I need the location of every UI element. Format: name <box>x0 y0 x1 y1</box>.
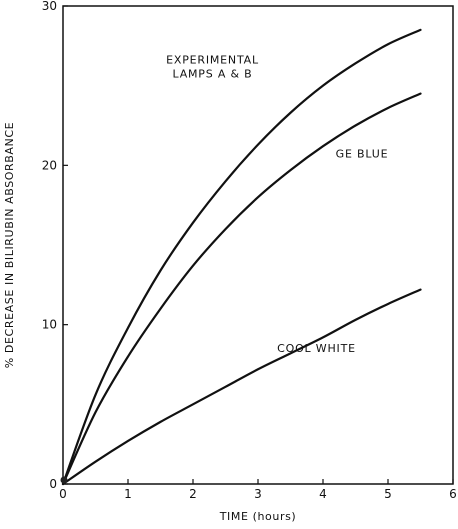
x-tick-label-5: 5 <box>384 487 392 501</box>
curve-annotation-2: COOL WHITE <box>277 342 356 355</box>
axis-ticks: 0 1 2 3 4 5 6 0 10 20 30 <box>42 0 457 501</box>
plot-frame <box>62 5 454 485</box>
x-tick-label-4: 4 <box>319 487 327 501</box>
y-tick-label-0: 0 <box>49 477 57 491</box>
y-tick-label-2: 20 <box>42 158 57 172</box>
x-tick-label-1: 1 <box>124 487 132 501</box>
x-tick-label-2: 2 <box>189 487 197 501</box>
x-tick-label-6: 6 <box>449 487 457 501</box>
series-line-2 <box>61 288 422 486</box>
origin-marker <box>60 476 68 484</box>
curve-annotation-0-line-1: LAMPS A & B <box>173 67 253 80</box>
x-tick-label-3: 3 <box>254 487 262 501</box>
curve-annotation-0: EXPERIMENTAL LAMPS A & B <box>166 53 259 80</box>
series-line-0 <box>61 28 422 486</box>
y-axis-title: % DECREASE IN BILIRUBIN ABSORBANCE <box>3 122 16 368</box>
curve-annotation-0-line-0: EXPERIMENTAL <box>166 53 259 66</box>
curve-annotation-2-line-0: COOL WHITE <box>277 342 356 355</box>
y-tick-label-1: 10 <box>42 318 57 332</box>
y-tick-label-3: 30 <box>42 0 57 13</box>
curve-annotation-1-line-0: GE BLUE <box>336 147 389 160</box>
series-line-1 <box>61 92 422 486</box>
series-lines <box>60 28 422 486</box>
x-axis-title: TIME (hours) <box>219 510 297 523</box>
curve-annotations: EXPERIMENTAL LAMPS A & B GE BLUE COOL WHITE <box>166 53 389 355</box>
x-tick-label-0: 0 <box>59 487 67 501</box>
curve-annotation-1: GE BLUE <box>336 147 389 160</box>
